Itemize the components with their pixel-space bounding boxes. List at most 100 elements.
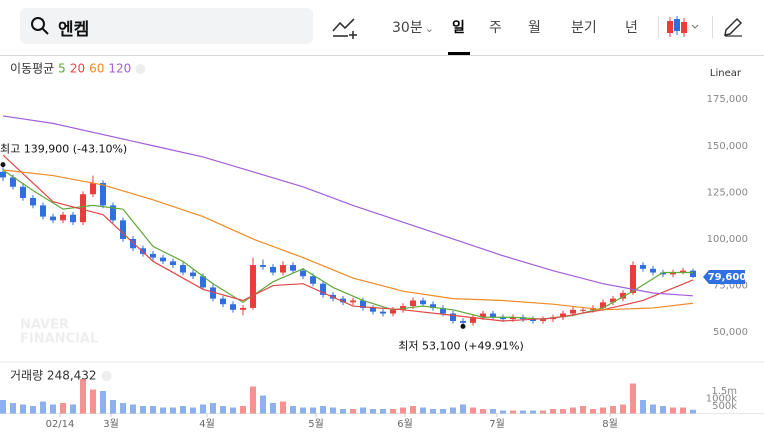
candle-body xyxy=(280,265,286,273)
volume-bar xyxy=(140,406,146,414)
interval-tab[interactable]: 월 xyxy=(528,20,541,36)
volume-bar xyxy=(310,407,316,414)
separator xyxy=(658,16,659,38)
volume-bar xyxy=(120,403,126,414)
volume-bar xyxy=(100,391,106,414)
volume-bar xyxy=(10,403,16,414)
candle-body xyxy=(320,283,326,295)
candle-body xyxy=(510,317,516,320)
candle-body xyxy=(670,272,676,275)
scale-label[interactable]: Linear xyxy=(710,68,742,79)
legend-item: 60 xyxy=(89,62,104,76)
candle-body xyxy=(350,300,356,303)
interval-tab[interactable]: 일 xyxy=(452,20,465,36)
volume-bar xyxy=(90,389,96,414)
search-box[interactable]: 엔켐 xyxy=(20,8,313,44)
price-tag-label: 79,600 xyxy=(708,272,747,283)
candle-body xyxy=(130,238,136,249)
candle-body xyxy=(160,257,166,262)
volume-bar xyxy=(570,407,576,414)
volume-bar xyxy=(490,409,496,414)
candle-body xyxy=(570,309,576,314)
x-tick-label: 5월 xyxy=(308,418,324,430)
candle-body xyxy=(660,272,666,275)
toolbar: 엔켐 30분 ⌄ 일 주 월 분기 년 xyxy=(0,0,764,56)
volume-bar xyxy=(200,404,206,414)
candle-body xyxy=(50,216,56,221)
candle-body xyxy=(220,298,226,305)
volume-tick-label: 1.5m xyxy=(711,386,737,397)
volume-bar xyxy=(680,407,686,414)
candle-body xyxy=(630,265,636,294)
candle-body xyxy=(60,214,66,221)
volume-bar xyxy=(60,403,66,414)
volume-bar xyxy=(540,410,546,414)
candle-body xyxy=(20,186,26,198)
price-tag xyxy=(703,269,745,284)
candle-body xyxy=(270,266,276,273)
candle-body xyxy=(310,276,316,284)
volume-bar xyxy=(650,404,656,414)
candle-body xyxy=(390,309,396,314)
volume-title: 거래량 248,432 xyxy=(10,369,97,383)
candle-body xyxy=(680,270,686,273)
x-tick-label: 02/14 xyxy=(46,419,75,430)
volume-bar xyxy=(430,409,436,414)
volume-bar xyxy=(560,409,566,414)
moving-average xyxy=(2,169,693,320)
y-tick-label: 175,000 xyxy=(707,94,748,105)
volume-bar xyxy=(670,407,676,414)
candle-body xyxy=(150,253,156,258)
volume-bar xyxy=(160,407,166,414)
indicator-icon[interactable] xyxy=(332,15,358,39)
candle-body xyxy=(490,313,496,318)
candle-body xyxy=(100,183,106,206)
volume-bar xyxy=(640,400,646,414)
search-text[interactable]: 엔켐 xyxy=(58,20,90,40)
legend-item: 20 xyxy=(70,62,85,76)
volume-bar xyxy=(500,410,506,414)
candle-body xyxy=(360,300,366,308)
y-tick-label: 75,000 xyxy=(713,281,748,292)
candle-body xyxy=(290,265,296,271)
draw-icon[interactable] xyxy=(722,16,744,38)
volume-bar xyxy=(600,407,606,414)
candle-body xyxy=(440,307,446,314)
x-tick-label: 3월 xyxy=(103,418,119,430)
volume-bar xyxy=(480,409,486,414)
volume-bar xyxy=(170,407,176,414)
interval-tab[interactable]: 주 xyxy=(489,20,502,36)
x-tick-label: 6월 xyxy=(397,418,413,430)
legend-title: 이동평균 xyxy=(10,62,54,76)
volume-bar xyxy=(550,409,556,414)
volume-tick-label: 500k xyxy=(712,401,737,412)
moving-average xyxy=(2,154,694,322)
interval-tab[interactable]: 분기 xyxy=(571,20,597,36)
interval-tab[interactable]: 30분 ⌄ xyxy=(392,20,434,36)
volume-bar xyxy=(20,404,26,414)
volume-bar xyxy=(150,406,156,414)
candle-body xyxy=(640,265,646,269)
candle-body xyxy=(10,177,16,187)
volume-bar xyxy=(300,407,306,414)
volume-bar xyxy=(450,407,456,414)
candle-body xyxy=(370,307,376,312)
chart-type-icon[interactable] xyxy=(665,15,699,39)
x-tick-label: 7월 xyxy=(489,418,505,430)
candle-body xyxy=(410,300,416,307)
candle-body xyxy=(420,300,426,305)
volume-bar xyxy=(660,406,666,414)
candle-body xyxy=(120,220,126,239)
candle-body xyxy=(170,261,176,266)
volume-bar xyxy=(260,395,266,414)
candle-body xyxy=(610,298,616,303)
volume-bar xyxy=(330,407,336,414)
volume-bar xyxy=(40,401,46,414)
candle-body xyxy=(80,194,86,223)
volume-bar xyxy=(460,404,466,414)
volume-bar xyxy=(50,404,56,414)
volume-bar xyxy=(80,379,86,414)
candle-body xyxy=(450,313,456,321)
interval-tab[interactable]: 년 xyxy=(625,20,638,36)
